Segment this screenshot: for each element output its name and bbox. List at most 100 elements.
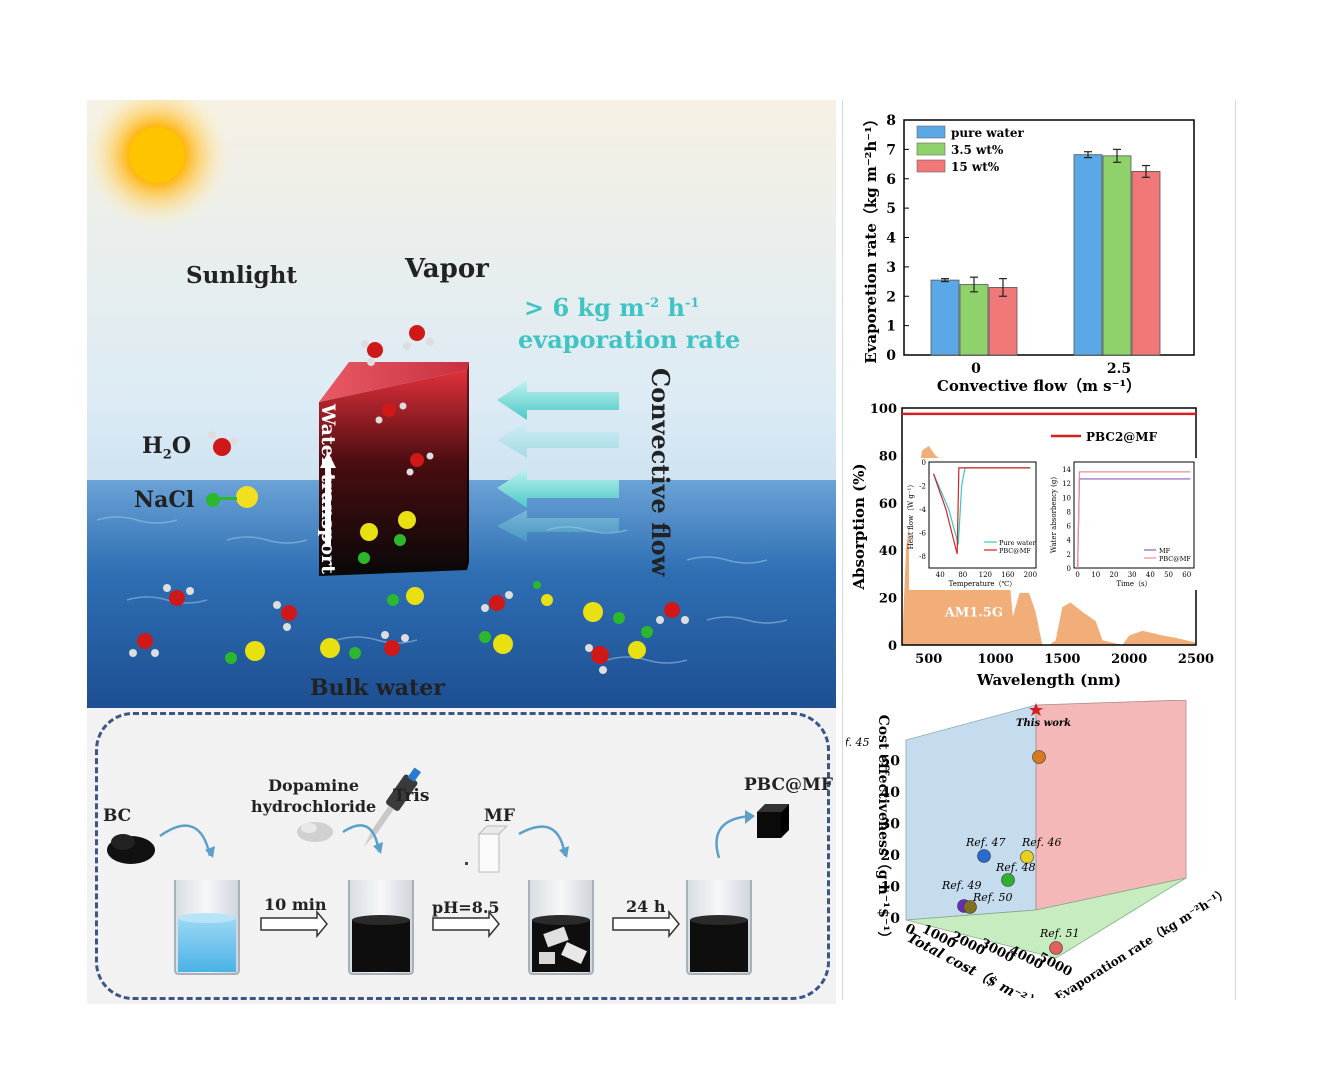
vapor-label: Vapor: [405, 254, 489, 284]
data-point: [1020, 850, 1034, 864]
floor: [905, 877, 1187, 959]
inset-y-tick: -2: [919, 483, 926, 491]
area-label: AM1.5G: [944, 606, 1003, 621]
y-axis-label: Absorption (%): [850, 463, 868, 590]
y-tick-label: 7: [886, 142, 896, 158]
data-point: [1032, 750, 1046, 764]
beaker-2: [348, 880, 414, 975]
legend-label: PBC2@MF: [1086, 430, 1158, 444]
point-label: Ref. 45: [846, 736, 869, 749]
inset-legend-label: PBC@MF: [999, 547, 1031, 555]
x-tick-label: 2.5: [1107, 361, 1131, 377]
inset-y-tick: -4: [919, 506, 926, 514]
inset-x-tick: 20: [1110, 571, 1119, 579]
x-tick-label: 1000: [977, 652, 1013, 667]
inset-y-tick: 2: [1067, 551, 1071, 559]
inset-line-pbcmf: [932, 467, 1031, 555]
y-axis-label: Cost effectiveness（g h⁻¹$⁻¹）: [875, 715, 891, 946]
mf-label: MF: [484, 806, 515, 826]
x-tick-label: 500: [915, 652, 942, 667]
inset-y-tick: 6: [1067, 523, 1072, 531]
y-tick-label: 20: [879, 592, 897, 607]
y-tick-label: 3: [886, 260, 896, 276]
y-tick-label: 50: [881, 754, 901, 770]
inset-legend-label: Pure water: [999, 539, 1036, 547]
y-tick-label: 10: [881, 880, 901, 896]
mf-sponge-icon: [465, 825, 509, 873]
inset-x-tick: 0: [1075, 571, 1079, 579]
y-tick-label: 40: [881, 785, 901, 801]
inset-y-tick: 4: [1067, 537, 1072, 545]
inset-x-tick: 40: [1146, 571, 1155, 579]
x-tick-label: 1500: [1044, 652, 1080, 667]
beaker-3: [528, 880, 594, 975]
y-tick-label: 6: [886, 172, 896, 188]
inset-x-tick: 200: [1024, 571, 1037, 579]
step1-label: 10 min: [264, 895, 327, 914]
inset-x-tick: 10: [1091, 571, 1100, 579]
pbcmf-label: PBC@MF: [744, 775, 833, 795]
y-tick-label: 40: [879, 544, 897, 559]
convective-flow-arrows: [497, 380, 619, 542]
inset-x-label: Temperature（℃）: [949, 580, 1017, 588]
bc-label: BC: [103, 806, 132, 826]
y-tick-label: 1: [886, 319, 896, 335]
inset-legend-label: MF: [1159, 547, 1171, 555]
data-point-star: [1029, 703, 1043, 716]
inset-x-tick: 160: [1001, 571, 1014, 579]
inset-y-tick: 0: [922, 459, 926, 467]
inset-x-label: Time（s）: [1116, 580, 1151, 588]
bar: [930, 279, 960, 356]
y-tick-label: 0: [886, 348, 896, 364]
point-label: Ref. 46: [1021, 836, 1061, 849]
tris-label: Tris: [393, 786, 430, 806]
y-tick-label: 0: [890, 911, 900, 927]
inset-x-tick: 30: [1128, 571, 1137, 579]
y-tick-label: 20: [881, 848, 901, 864]
y-tick-label: 60: [879, 497, 897, 512]
point-label: Ref. 50: [972, 891, 1012, 904]
inset-x-tick: 50: [1164, 571, 1173, 579]
y-tick-label: 100: [870, 402, 897, 417]
bc-powder-icon: [107, 834, 155, 864]
inset-y-tick: 0: [1067, 565, 1071, 573]
dopamine-powder-icon: [297, 822, 333, 842]
bar: [1102, 155, 1132, 356]
step2-label: pH=8.5: [432, 898, 500, 917]
y-axis-label: Evaporetion rate（kg m⁻²h⁻¹）: [862, 111, 880, 364]
back-wall-right: [1035, 700, 1187, 911]
pbcmf-cube-icon: [757, 804, 789, 838]
y-tick-label: 5: [886, 201, 896, 217]
process-border: [95, 712, 830, 1000]
y-tick-label: 30: [881, 817, 901, 833]
beaker-4: [686, 880, 752, 975]
inset-y-tick: -8: [919, 553, 926, 561]
x-axis-label: Convective flow（m s⁻¹）: [937, 377, 1141, 395]
x-tick-label: 0: [971, 361, 981, 377]
y-tick-label: 80: [879, 449, 897, 464]
y-tick-label: 8: [886, 113, 896, 129]
x-axis-label: Wavelength (nm): [976, 671, 1121, 689]
inset-y-tick: 10: [1062, 494, 1071, 502]
sunlight-label: Sunlight: [186, 262, 297, 289]
inset-y-tick: 12: [1062, 480, 1071, 488]
inset-y-tick: 14: [1062, 466, 1071, 474]
dopamine-label: Dopamine hydrochloride: [251, 776, 377, 816]
am15g-spectrum-area: [902, 445, 1196, 645]
inset-x-tick: 80: [958, 571, 967, 579]
inset-x-tick: 120: [979, 571, 992, 579]
legend-swatch: [916, 142, 946, 156]
point-label: Ref. 51: [1039, 927, 1079, 940]
point-label: Ref. 47: [965, 836, 1005, 849]
step3-label: 24 h: [626, 897, 666, 916]
inset-y-tick: -6: [919, 530, 926, 538]
y-tick-label: 4: [886, 231, 896, 247]
water-molecules: [129, 325, 689, 674]
inset-line: [1077, 471, 1191, 569]
nacl-molecules: [206, 486, 653, 664]
data-point: [1049, 941, 1063, 955]
inset-legend-label: PBC@MF: [1159, 555, 1191, 563]
y-tick-label: 0: [888, 639, 897, 654]
